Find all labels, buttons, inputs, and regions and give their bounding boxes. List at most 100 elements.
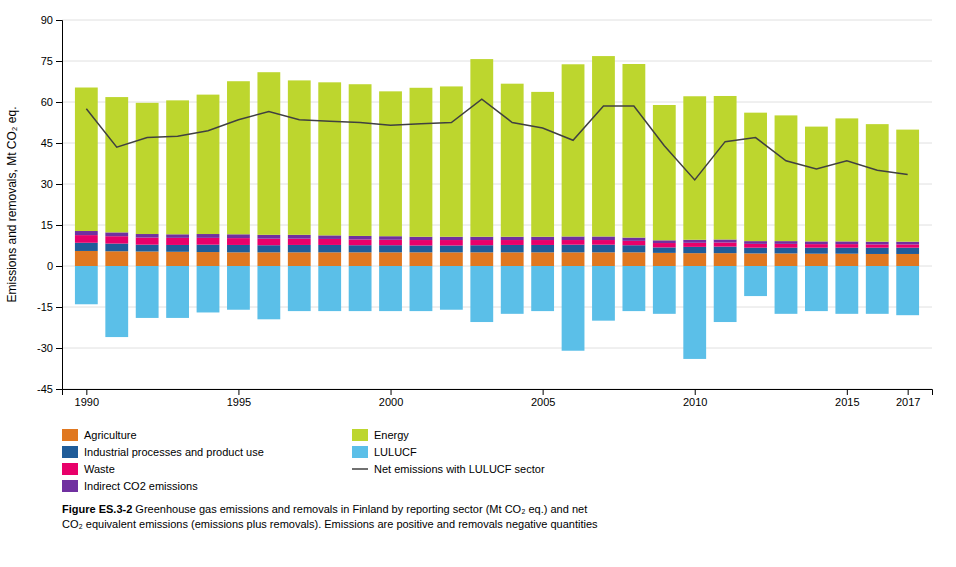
bar (257, 252, 280, 266)
bar (288, 245, 311, 252)
legend-item: Energy (352, 429, 409, 441)
tick-mark (56, 266, 62, 267)
grid (62, 20, 932, 389)
tick: 30 (41, 178, 62, 190)
tick: 2000 (379, 389, 403, 408)
bar (896, 242, 919, 245)
legend-item: Net emissions with LULUCF sector (352, 463, 545, 475)
tick: 2017 (896, 389, 920, 408)
tick-mark (847, 389, 848, 395)
bar (410, 246, 433, 253)
bar (531, 252, 554, 266)
tick-mark (56, 184, 62, 185)
legend-item: LULUCF (352, 446, 417, 458)
bar (592, 236, 615, 240)
bar (379, 240, 402, 245)
legend-label: Agriculture (84, 429, 137, 441)
bar (622, 252, 645, 266)
bar (166, 245, 189, 252)
tick-mark (56, 389, 62, 390)
bar (775, 244, 798, 248)
tick-mark (391, 389, 392, 395)
bar (227, 81, 250, 234)
bar (379, 252, 402, 266)
bar (440, 86, 463, 236)
bar (775, 115, 798, 241)
tick-label: 90 (41, 14, 53, 26)
bar (744, 266, 767, 296)
bar (75, 251, 98, 266)
bar (562, 266, 585, 351)
bar (622, 245, 645, 252)
legend-swatch (62, 463, 78, 475)
bar (470, 237, 493, 240)
bar (105, 97, 128, 232)
bar (227, 234, 250, 238)
bar (714, 96, 737, 240)
bar (501, 245, 524, 252)
bar (166, 234, 189, 238)
bar (440, 266, 463, 310)
tick: 45 (41, 137, 62, 149)
bar (501, 84, 524, 237)
bar (866, 248, 889, 254)
bar (531, 266, 554, 311)
bar (440, 252, 463, 266)
tick-label: 1990 (75, 396, 99, 408)
tick: 2010 (683, 389, 707, 408)
legend-swatch (352, 468, 368, 470)
bar (227, 238, 250, 245)
tick-mark (56, 61, 62, 62)
bar (318, 266, 341, 311)
bar (714, 266, 737, 322)
bar (136, 103, 159, 234)
bar (257, 235, 280, 239)
bar (166, 252, 189, 266)
bar (410, 88, 433, 237)
bar (653, 247, 676, 252)
bar (349, 236, 372, 240)
tick-label: 2015 (835, 396, 859, 408)
bar (835, 241, 858, 244)
bar (440, 237, 463, 240)
legend-label: LULUCF (374, 446, 417, 458)
bar (592, 252, 615, 266)
bar (531, 240, 554, 245)
bar (501, 266, 524, 314)
grid-line (62, 20, 932, 21)
bar (683, 240, 706, 243)
tick-label: 75 (41, 55, 53, 67)
x-axis: 1990199520002005201020152017 (63, 389, 933, 408)
tick: -15 (37, 301, 62, 313)
bar (257, 245, 280, 252)
bar (653, 243, 676, 247)
bar (744, 113, 767, 241)
bar (288, 266, 311, 311)
bar (592, 266, 615, 321)
bar (744, 241, 767, 244)
legend-label: Net emissions with LULUCF sector (374, 463, 545, 475)
bar (592, 245, 615, 253)
bar (744, 253, 767, 266)
bar (835, 266, 858, 314)
bar (896, 244, 919, 247)
bar (866, 124, 889, 242)
bar (775, 253, 798, 266)
tick: 1990 (75, 389, 99, 408)
bar (805, 248, 828, 254)
bar (531, 237, 554, 240)
tick-label: 2017 (896, 396, 920, 408)
bar (562, 240, 585, 245)
grid-line (62, 266, 932, 267)
legend-item: Waste (62, 463, 115, 475)
bar (775, 241, 798, 244)
bar (562, 252, 585, 266)
tick: -30 (37, 342, 62, 354)
bar (136, 252, 159, 266)
bar (866, 242, 889, 245)
tick-label: 15 (41, 219, 53, 231)
bar (288, 252, 311, 266)
bar (653, 266, 676, 314)
bar (592, 240, 615, 245)
tick-mark (56, 20, 62, 21)
